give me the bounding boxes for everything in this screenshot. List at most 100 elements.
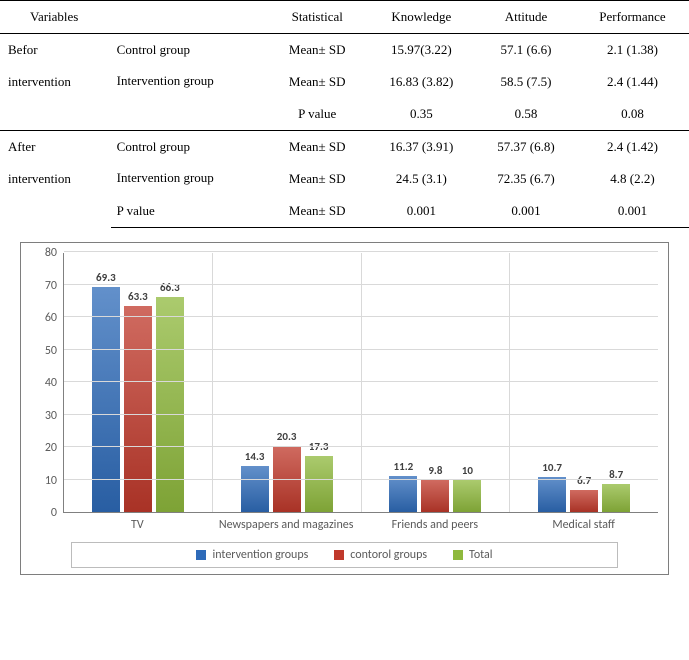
phase-before-l1: Befor (8, 42, 38, 57)
table-cell: 0.58 (476, 98, 576, 131)
y-tick: 60 (33, 311, 57, 325)
y-tick: 40 (33, 376, 57, 390)
x-axis-labels: TVNewspapers and magazinesFriends and pe… (63, 513, 658, 534)
grid-line (64, 284, 658, 285)
bar-value-label: 20.3 (277, 430, 297, 443)
table-cell: Control group (111, 131, 268, 164)
y-tick: 50 (33, 344, 57, 358)
table-cell: Intervention group (111, 66, 268, 98)
table-cell: 72.35 (6.7) (476, 163, 576, 195)
bar: 8.7 (602, 484, 630, 512)
table-cell: 57.37 (6.8) (476, 131, 576, 164)
sources-bar-chart: 01020304050607080 69.363.366.314.320.317… (20, 242, 669, 575)
phase-after-l2: intervention (8, 171, 71, 186)
table-cell: Mean± SD (268, 163, 367, 195)
y-tick: 80 (33, 246, 57, 260)
grid-line (64, 251, 658, 252)
bar: 9.8 (421, 480, 449, 512)
bar: 6.7 (570, 490, 598, 512)
table-cell: 2.4 (1.44) (576, 66, 689, 98)
x-tick-label: Medical staff (509, 513, 658, 534)
table-cell: 0.35 (367, 98, 476, 131)
x-tick-label: Newspapers and magazines (212, 513, 361, 534)
category-group: 69.363.366.3 (64, 253, 213, 512)
table-cell: P value (111, 195, 268, 228)
bar: 17.3 (305, 456, 333, 512)
phase-before: Befor intervention (0, 34, 111, 131)
bar-value-label: 11.2 (394, 460, 414, 473)
bar: 10.7 (538, 477, 566, 512)
phase-before-l2: intervention (8, 74, 71, 89)
table-cell: 0.08 (576, 98, 689, 131)
table-cell: Mean± SD (268, 131, 367, 164)
legend: intervention groups contorol groups Total (71, 542, 618, 568)
x-tick-label: Friends and peers (361, 513, 510, 534)
grid-line (64, 446, 658, 447)
bar: 10 (453, 480, 481, 513)
table-cell: 4.8 (2.2) (576, 163, 689, 195)
category-group: 14.3 20.3 17.3 (213, 253, 362, 512)
bar: 63.3 (124, 306, 152, 512)
bar-value-label: 69.3 (96, 271, 116, 284)
table-cell: 24.5 (3.1) (367, 163, 476, 195)
phase-after-l1: After (8, 139, 35, 154)
col-knowledge: Knowledge (367, 1, 476, 34)
y-tick: 20 (33, 441, 57, 455)
legend-swatch (334, 550, 344, 560)
legend-item: intervention groups (196, 548, 308, 562)
grid-line (64, 479, 658, 480)
col-variables: Variables (0, 1, 268, 34)
table-cell: 16.83 (3.82) (367, 66, 476, 98)
legend-item: contorol groups (334, 548, 427, 562)
bar-value-label: 10 (462, 464, 473, 477)
table-cell: Control group (111, 34, 268, 67)
table-cell: 58.5 (7.5) (476, 66, 576, 98)
table-cell (111, 98, 268, 131)
grid-line (64, 414, 658, 415)
y-tick: 70 (33, 279, 57, 293)
bar: 11.2 (389, 476, 417, 512)
plot-area: 69.363.366.314.320.317.311.29.81010.76.7… (63, 253, 658, 513)
col-attitude: Attitude (476, 1, 576, 34)
y-axis: 01020304050607080 (31, 253, 63, 513)
table-cell: 15.97(3.22) (367, 34, 476, 67)
table-cell: 0.001 (476, 195, 576, 228)
table-cell: 0.001 (367, 195, 476, 228)
bar-value-label: 14.3 (245, 450, 265, 463)
legend-label: contorol groups (350, 548, 427, 562)
col-performance: Performance (576, 1, 689, 34)
table-cell: Mean± SD (268, 66, 367, 98)
table-cell: Mean± SD (268, 34, 367, 67)
grid-line (64, 349, 658, 350)
legend-label: Total (469, 548, 492, 562)
bar-value-label: 10.7 (542, 461, 562, 474)
bar: 14.3 (241, 466, 269, 512)
bar-value-label: 66.3 (160, 281, 180, 294)
table-cell: P value (268, 98, 367, 131)
bar-groups: 69.363.366.314.320.317.311.29.81010.76.7… (64, 253, 658, 512)
col-statistical: Statistical (268, 1, 367, 34)
x-tick-label: TV (63, 513, 212, 534)
phase-after: After intervention (0, 131, 111, 228)
category-group: 11.29.810 (362, 253, 511, 512)
legend-item: Total (453, 548, 492, 562)
bar-value-label: 6.7 (577, 474, 591, 487)
bar-value-label: 9.8 (428, 464, 442, 477)
legend-label: intervention groups (212, 548, 308, 562)
results-table: Variables Statistical Knowledge Attitude… (0, 0, 689, 228)
grid-line (64, 381, 658, 382)
bar-value-label: 63.3 (128, 290, 148, 303)
y-tick: 10 (33, 474, 57, 488)
table-cell: 57.1 (6.6) (476, 34, 576, 67)
bar: 66.3 (156, 297, 184, 512)
table-cell: 2.4 (1.42) (576, 131, 689, 164)
table-cell: 16.37 (3.91) (367, 131, 476, 164)
table-cell: Intervention group (111, 163, 268, 195)
table-cell: 0.001 (576, 195, 689, 228)
legend-swatch (453, 550, 463, 560)
table-cell: Mean± SD (268, 195, 367, 228)
table-cell: 2.1 (1.38) (576, 34, 689, 67)
category-group: 10.76.78.7 (510, 253, 658, 512)
y-tick: 0 (33, 506, 57, 520)
legend-swatch (196, 550, 206, 560)
